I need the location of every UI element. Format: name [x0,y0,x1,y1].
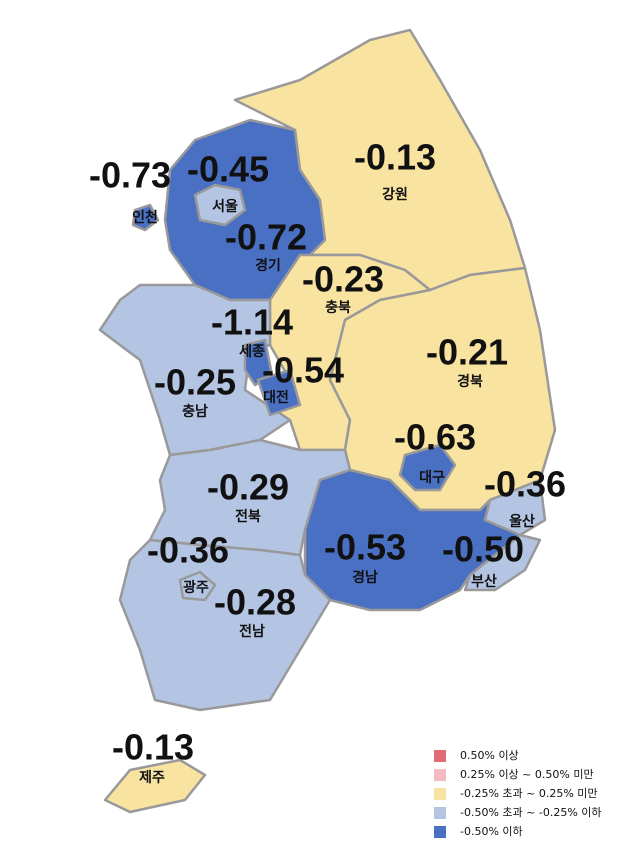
region-name: 부산 [471,573,497,590]
region-name: 인천 [132,209,158,226]
region-value: -1.14 [211,302,293,343]
region-value: -0.53 [324,527,406,568]
region-value: -0.36 [147,530,229,571]
region-name: 전북 [235,508,261,525]
legend-swatch [434,788,446,800]
region-value: -0.50 [442,529,524,570]
region-name: 서울 [212,198,238,215]
region-name: 세종 [239,344,265,360]
legend-swatch [434,769,446,781]
region-name: 강원 [382,186,408,203]
region-value: -0.25 [154,362,236,403]
region-value: -0.54 [262,350,344,391]
legend-label: 0.25% 이상 ~ 0.50% 미만 [460,768,594,781]
region [118,538,332,712]
region [483,478,547,537]
legend-label: -0.25% 초과 ~ 0.25% 미만 [460,787,598,800]
legend-swatch [434,807,446,819]
region [103,758,207,814]
region-name: 경기 [255,257,281,274]
region-value: -0.72 [225,217,307,258]
region-value: -0.21 [426,332,508,373]
region-name: 울산 [509,513,535,530]
region-name: 전남 [239,623,265,640]
region-value: -0.45 [187,149,269,190]
region-value: -0.29 [207,467,289,508]
legend-swatch [434,826,446,838]
region [131,203,160,232]
region-name: 충남 [182,403,208,420]
region [98,283,292,457]
region-value: -0.63 [394,417,476,458]
region-name: 충북 [325,300,351,316]
region-value: -0.73 [89,155,171,196]
region-name: 대구 [419,470,445,486]
region-name: 광주 [183,579,209,596]
region-value: -0.23 [302,259,384,300]
legend-label: 0.50% 이상 [460,749,519,762]
legend-label: -0.50% 이하 [460,824,523,838]
region [463,533,542,592]
legend-label: -0.50% 초과 ~ -0.25% 이하 [460,805,602,819]
region-name: 경북 [457,373,483,390]
region [256,368,302,417]
legend-swatch [434,750,446,762]
region-name: 경남 [352,569,378,586]
region-value: -0.36 [484,464,566,505]
region-name: 대전 [263,389,289,406]
region [193,183,247,227]
region [178,570,217,602]
region [398,443,457,492]
region-name: 제주 [139,770,165,786]
region-value: -0.13 [112,727,194,768]
region-value: -0.28 [214,582,296,623]
region-value: -0.13 [354,137,436,178]
